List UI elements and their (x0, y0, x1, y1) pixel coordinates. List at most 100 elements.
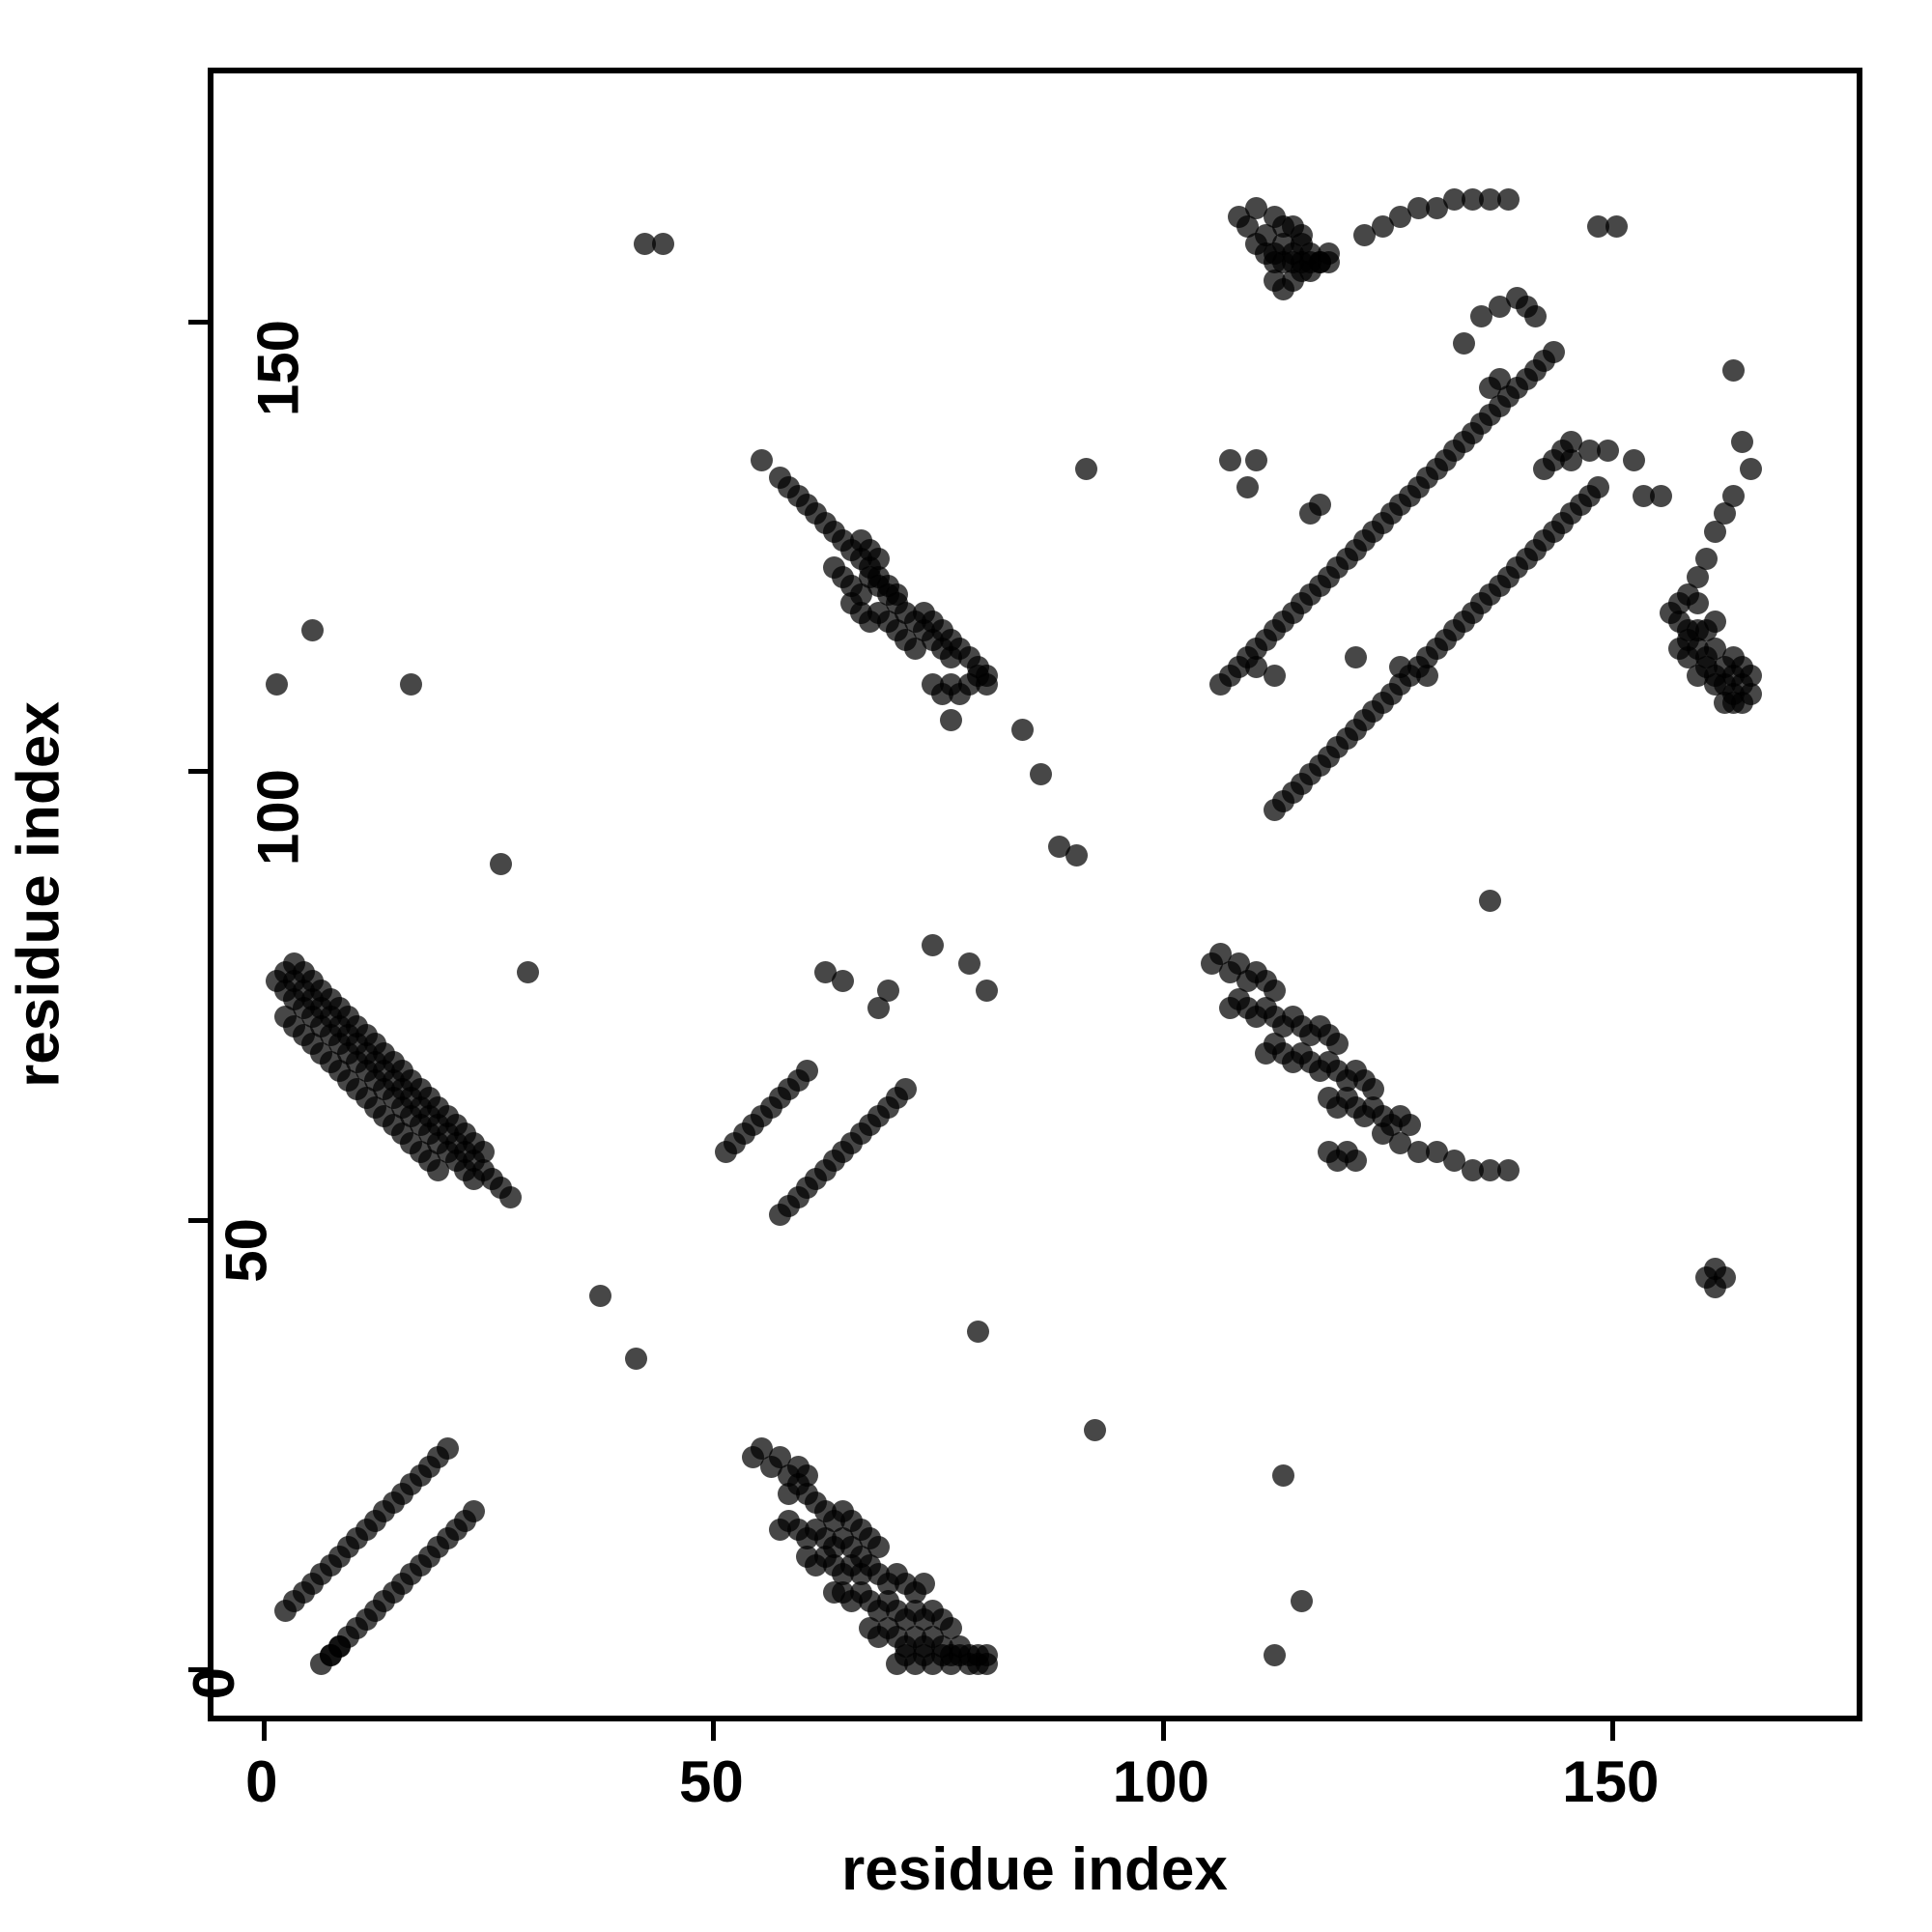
contact-point (1344, 646, 1367, 669)
contact-point (1461, 1158, 1484, 1181)
contact-point (1470, 304, 1493, 327)
contact-point (1074, 457, 1097, 480)
contact-point (1740, 682, 1763, 705)
contact-point (1443, 1150, 1466, 1173)
contact-point (1083, 1419, 1106, 1442)
contact-point (976, 673, 999, 696)
x-tick-label: 100 (1112, 1749, 1209, 1814)
contact-point (795, 1060, 818, 1083)
contact-point (1389, 206, 1412, 229)
contact-point (957, 952, 980, 975)
contact-point (1704, 637, 1727, 660)
contact-point (1264, 664, 1287, 687)
y-tick-label: 0 (181, 1667, 246, 1700)
contact-point (490, 853, 513, 876)
contact-point (1740, 664, 1763, 687)
contact-point (1245, 448, 1268, 471)
contact-point (1587, 475, 1610, 498)
contact-point (1479, 187, 1502, 211)
contact-point (769, 1446, 792, 1469)
plot-area (208, 68, 1862, 1721)
y-tick-mark (188, 1217, 208, 1223)
contact-point (966, 1321, 989, 1344)
contact-point (1227, 952, 1250, 975)
y-tick-mark (188, 319, 208, 325)
x-axis-title: residue index (841, 1836, 1228, 1903)
contact-point (1560, 448, 1583, 471)
contact-point (1326, 1033, 1350, 1056)
contact-point (1479, 889, 1502, 912)
contact-point (265, 673, 288, 696)
contact-point (1704, 1275, 1727, 1298)
contact-point (1461, 187, 1484, 211)
contact-point (1362, 1077, 1385, 1100)
contact-point (1371, 1122, 1394, 1146)
contact-point (1452, 331, 1475, 355)
contact-point (1650, 484, 1673, 507)
contact-point (1030, 763, 1052, 786)
y-axis-title: residue index (5, 701, 72, 1088)
contact-point (1721, 484, 1745, 507)
contact-point (1398, 1114, 1421, 1137)
contact-point (1686, 565, 1709, 588)
x-tick-mark (711, 1721, 717, 1741)
contact-point (634, 233, 657, 256)
contact-point (976, 979, 999, 1002)
contact-point (1416, 664, 1439, 687)
contact-point (1596, 440, 1619, 463)
contact-point (1317, 242, 1340, 265)
y-tick-mark (188, 1667, 208, 1673)
contact-point (1587, 214, 1610, 238)
contact-point (1236, 475, 1260, 498)
contact-point (1407, 1141, 1430, 1164)
contact-point (1497, 1158, 1520, 1181)
contact-point (1218, 448, 1241, 471)
contact-point (1740, 457, 1763, 480)
y-tick-mark (188, 768, 208, 774)
contact-point (427, 1158, 450, 1181)
contact-point (1371, 214, 1394, 238)
contact-point (832, 970, 855, 993)
contact-point (1731, 430, 1754, 453)
contact-point (1407, 197, 1430, 220)
x-tick-label: 50 (678, 1749, 744, 1814)
contact-point (1542, 340, 1565, 363)
contact-point (1623, 448, 1646, 471)
contact-point (1443, 187, 1466, 211)
contact-point (1236, 214, 1260, 238)
contact-point (517, 960, 540, 983)
contact-point (1353, 223, 1377, 246)
contact-point (1272, 1463, 1295, 1487)
contact-point (1497, 187, 1520, 211)
y-tick-label: 100 (245, 768, 311, 866)
contact-point (1290, 1590, 1313, 1613)
contact-point (1425, 197, 1448, 220)
contact-point (939, 709, 962, 732)
x-tick-label: 0 (245, 1749, 278, 1814)
x-tick-label: 150 (1562, 1749, 1660, 1814)
contact-point (876, 979, 899, 1002)
contact-point (471, 1141, 495, 1164)
contact-point (1488, 296, 1511, 319)
y-tick-label: 150 (245, 319, 311, 416)
x-tick-mark (1610, 1721, 1616, 1741)
contact-point (1389, 1131, 1412, 1154)
contact-point (1425, 1141, 1448, 1164)
contact-point (813, 960, 837, 983)
contact-point (1560, 430, 1583, 453)
contact-point (1389, 655, 1412, 678)
contact-point (1479, 1158, 1502, 1181)
contact-point (463, 1500, 486, 1523)
contact-point (867, 547, 891, 570)
contact-point (795, 1463, 818, 1487)
contact-point (1677, 583, 1700, 607)
x-tick-mark (1160, 1721, 1166, 1741)
contact-point (1264, 979, 1287, 1002)
contact-point (1245, 197, 1268, 220)
contact-point (867, 1536, 891, 1559)
contact-point (1721, 358, 1745, 382)
contact-point (327, 1634, 351, 1658)
contact-point (1704, 611, 1727, 634)
contact-point (498, 1185, 522, 1208)
